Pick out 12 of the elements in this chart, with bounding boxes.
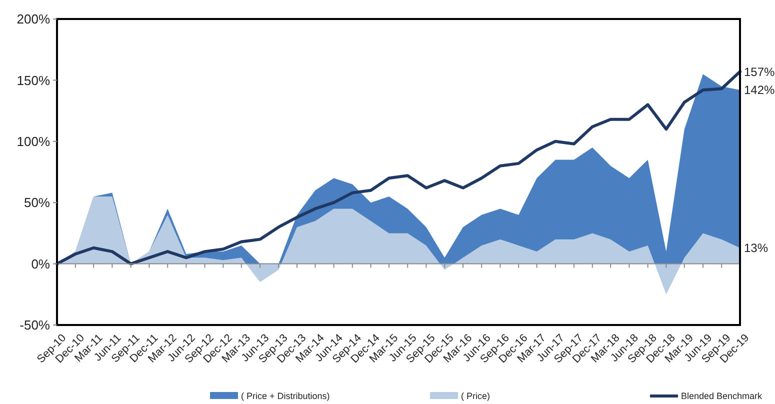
annotation: 142% [744, 83, 775, 98]
annotation: 157% [744, 64, 775, 79]
y-tick-label: 50% [24, 195, 50, 210]
legend-label: Blended Benchmark [681, 391, 763, 402]
legend-label: ( Price + Distributions) [241, 391, 330, 402]
y-tick-label: 150% [16, 72, 50, 88]
y-tick-label: 0% [31, 256, 50, 272]
legend-label: ( Price) [461, 391, 490, 402]
y-tick-label: 200% [16, 12, 50, 27]
y-tick-label: 100% [16, 134, 50, 149]
y-tick-label: -50% [20, 318, 50, 333]
annotation: 13% [744, 241, 768, 256]
